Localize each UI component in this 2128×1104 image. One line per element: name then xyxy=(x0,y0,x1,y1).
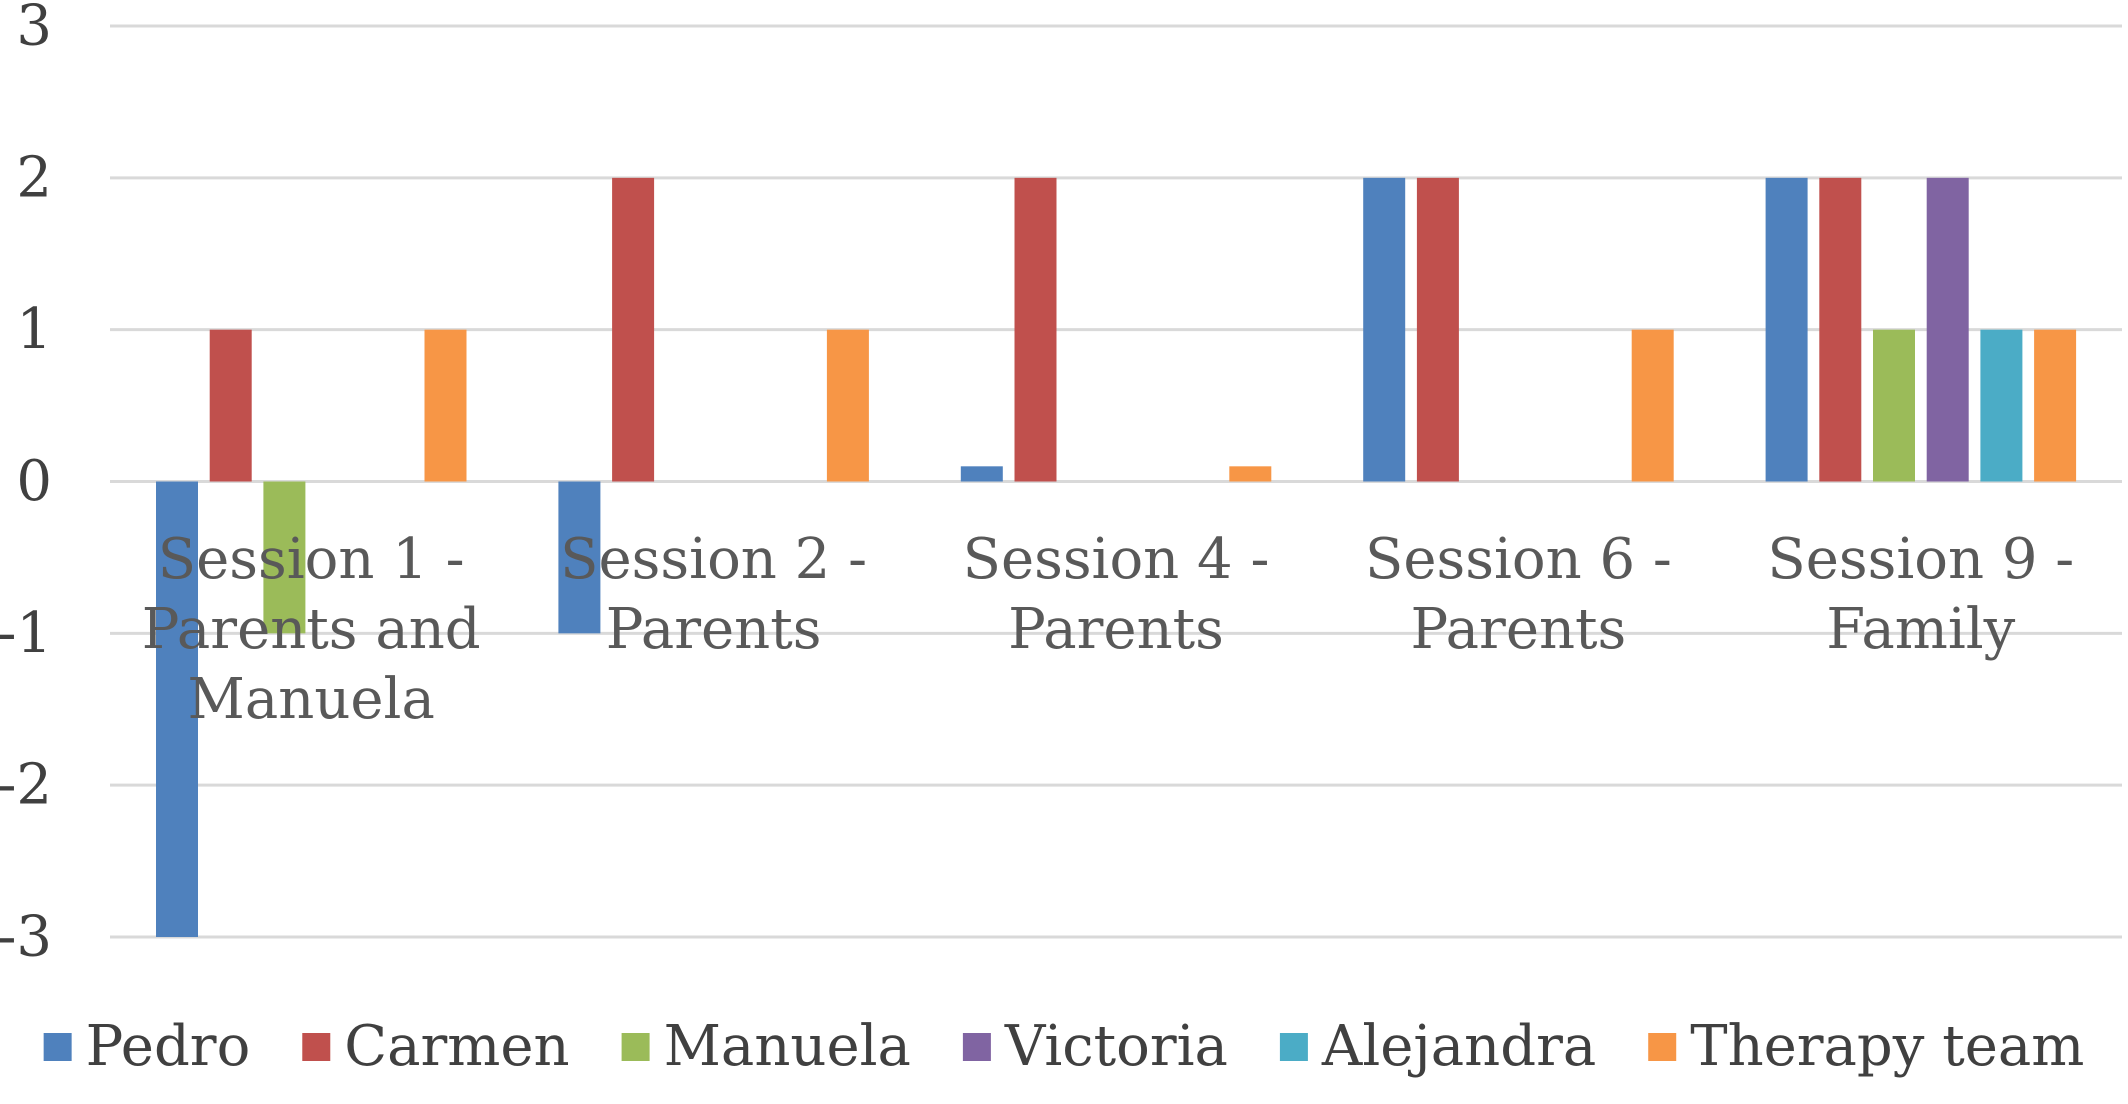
category-label-line: Manuela xyxy=(188,667,435,732)
category-label-0: Session 1 -Parents and Manuela xyxy=(142,527,481,732)
bar-therapy-team-cat-3 xyxy=(1631,329,1674,482)
bar-therapy-team-cat-1 xyxy=(826,329,869,482)
category-label-line: Family xyxy=(1826,597,2015,662)
bar-therapy-team-cat-4 xyxy=(2034,329,2077,482)
bar-therapy-team-cat-0 xyxy=(424,329,467,482)
legend-swatch xyxy=(1279,1033,1308,1061)
legend-swatch xyxy=(302,1033,331,1061)
y-tick-label: 3 xyxy=(16,0,52,59)
y-tick-label: 0 xyxy=(16,449,52,514)
bar-pedro-cat-4 xyxy=(1765,177,1808,482)
legend-item-therapy-team: Therapy team xyxy=(1648,1014,2084,1079)
bar-victoria-cat-4 xyxy=(1926,177,1969,482)
bar-carmen-cat-4 xyxy=(1819,177,1862,482)
y-tick-label: -1 xyxy=(0,601,52,666)
legend-swatch xyxy=(1648,1033,1677,1061)
category-label-line: Session 4 - xyxy=(963,527,1270,592)
bar-carmen-cat-2 xyxy=(1014,177,1057,482)
category-label-line: Session 2 - xyxy=(560,527,867,592)
category-label-line: Parents and xyxy=(142,597,481,662)
category-label-4: Session 9 -Family xyxy=(1767,527,2074,662)
legend-label: Therapy team xyxy=(1690,1014,2084,1079)
category-label-2: Session 4 -Parents xyxy=(963,527,1270,662)
category-labels: Session 1 -Parents and Manuela Session 2 -… xyxy=(142,527,2074,732)
legend-label: Victoria xyxy=(1004,1014,1228,1079)
bar-alejandra-cat-4 xyxy=(1980,329,2023,482)
y-axis-tick-labels: 3 2 1 0 -1 -2 -3 xyxy=(0,0,52,970)
bar-pedro-cat-2 xyxy=(960,466,1003,482)
category-label-line: Session 9 - xyxy=(1767,527,2074,592)
legend-item-manuela: Manuela xyxy=(621,1014,911,1079)
bars xyxy=(156,177,2077,937)
legend-swatch xyxy=(43,1033,72,1061)
category-label-line: Session 1 - xyxy=(158,527,465,592)
category-label-3: Session 6 -Parents xyxy=(1365,527,1672,662)
bar-carmen-cat-0 xyxy=(209,329,252,482)
legend-item-victoria: Victoria xyxy=(962,1014,1228,1079)
y-tick-label: 2 xyxy=(16,145,52,210)
bar-pedro-cat-1 xyxy=(558,481,601,634)
legend-label: Alejandra xyxy=(1321,1014,1596,1079)
legend-label: Manuela xyxy=(664,1014,911,1079)
category-label-line: Parents xyxy=(1411,597,1627,662)
legend: Pedro Carmen Manuela Victoria Alejandra Thera… xyxy=(43,1014,2084,1079)
bar-carmen-cat-3 xyxy=(1416,177,1459,482)
legend-item-pedro: Pedro xyxy=(43,1014,251,1079)
legend-label: Carmen xyxy=(344,1014,569,1079)
bar-pedro-cat-3 xyxy=(1363,177,1406,482)
y-tick-label: -2 xyxy=(0,753,52,818)
category-label-line: Parents xyxy=(606,597,822,662)
bar-manuela-cat-4 xyxy=(1873,329,1915,482)
bar-carmen-cat-1 xyxy=(612,177,655,482)
y-tick-label: -3 xyxy=(0,905,52,970)
y-tick-label: 1 xyxy=(16,297,52,362)
category-label-line: Session 6 - xyxy=(1365,527,1672,592)
bar-pedro-cat-0 xyxy=(156,481,198,937)
legend-swatch xyxy=(621,1033,650,1061)
legend-item-alejandra: Alejandra xyxy=(1279,1014,1596,1079)
bar-manuela-cat-0 xyxy=(263,481,306,634)
legend-swatch xyxy=(962,1033,991,1061)
category-label-1: Session 2 -Parents xyxy=(560,527,867,662)
legend-item-carmen: Carmen xyxy=(302,1014,570,1079)
category-label-line: Parents xyxy=(1008,597,1224,662)
bar-therapy-team-cat-2 xyxy=(1229,466,1272,482)
legend-label: Pedro xyxy=(86,1014,251,1079)
